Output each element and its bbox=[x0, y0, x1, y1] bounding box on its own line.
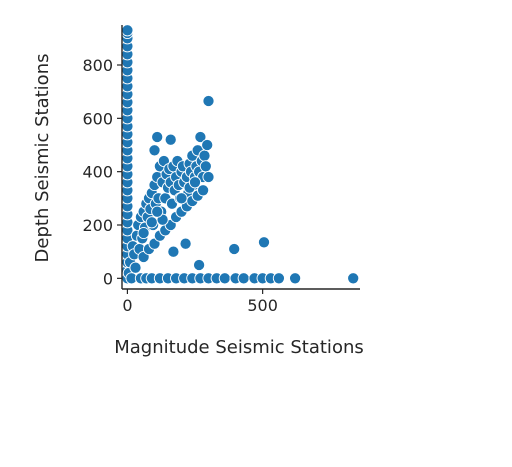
y-tick-label: 600 bbox=[82, 109, 113, 128]
scatter-point bbox=[199, 160, 212, 173]
scatter-point bbox=[272, 272, 285, 285]
x-tick-label: 0 bbox=[122, 296, 132, 315]
y-tick-label: 200 bbox=[82, 216, 113, 235]
scatter-point bbox=[148, 144, 161, 157]
scatter-point bbox=[201, 138, 214, 152]
scatter-point bbox=[202, 94, 215, 108]
y-tick-label: 400 bbox=[82, 163, 113, 182]
scatter-point bbox=[167, 245, 180, 258]
scatter-point bbox=[194, 130, 207, 144]
scatter-point bbox=[145, 216, 158, 229]
scatter-point bbox=[289, 272, 302, 285]
scatter-point bbox=[218, 272, 231, 285]
scatter-point bbox=[197, 184, 210, 197]
scatter-point bbox=[347, 272, 360, 285]
scatter-point bbox=[179, 237, 192, 250]
scatter-point bbox=[151, 130, 164, 144]
scatter-point bbox=[198, 149, 211, 162]
y-tick-label: 800 bbox=[82, 56, 113, 75]
scatter-point bbox=[175, 192, 188, 205]
y-axis-label: Depth Seismic Stations bbox=[32, 54, 53, 263]
scatter-point bbox=[188, 176, 202, 189]
scatter-point bbox=[164, 133, 177, 146]
scatter-point bbox=[129, 261, 142, 274]
x-axis-label: Magnitude Seismic Stations bbox=[114, 337, 364, 358]
scatter-point bbox=[137, 226, 150, 240]
axes-layer: 0 500 0 200 400 600 800 bbox=[82, 25, 360, 315]
y-tick-label: 0 bbox=[103, 269, 113, 288]
scatter-point bbox=[151, 205, 164, 218]
scatter-point bbox=[193, 258, 206, 272]
scatter-point bbox=[257, 236, 271, 249]
scatter-point bbox=[202, 170, 215, 184]
scatter-point bbox=[228, 242, 241, 256]
x-tick-label: 500 bbox=[247, 296, 278, 315]
scatter-point bbox=[121, 24, 134, 37]
points-layer bbox=[121, 24, 360, 285]
scatter-point bbox=[237, 272, 250, 285]
